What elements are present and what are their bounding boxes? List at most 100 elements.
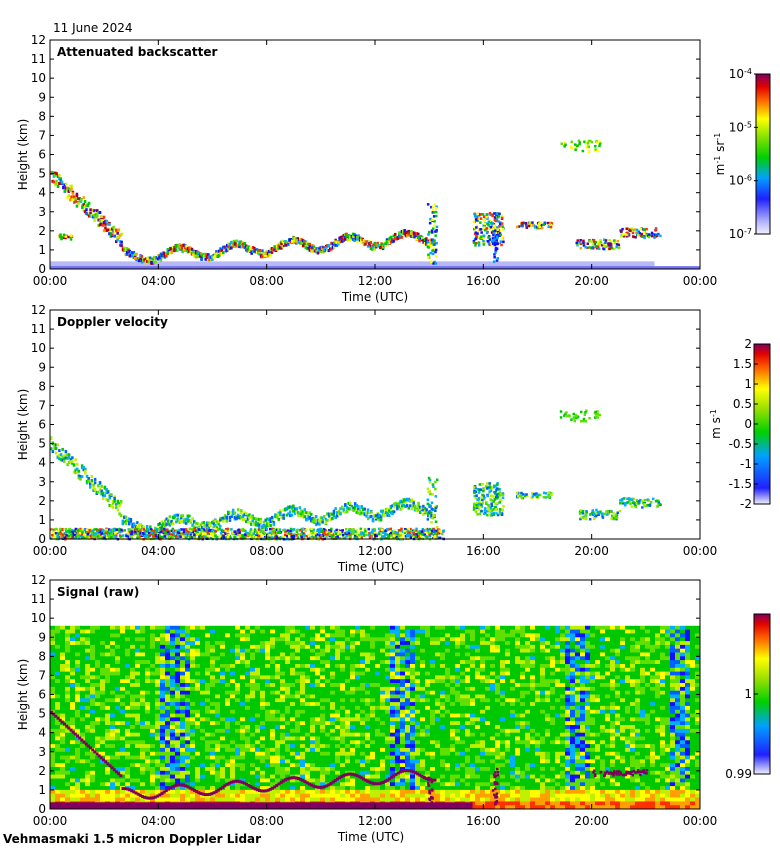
signal-cell	[65, 630, 70, 634]
velocity-elevated-cloud	[595, 413, 598, 416]
backscatter-plume	[485, 216, 488, 219]
velocity-x-tick-label: 04:00	[141, 544, 176, 558]
signal-cell	[60, 763, 65, 767]
velocity-boundary-layer	[110, 529, 113, 532]
signal-cell	[60, 710, 65, 714]
signal-cell	[130, 656, 135, 660]
backscatter-cloud-patch	[636, 229, 639, 232]
velocity-boundary-layer	[93, 533, 96, 536]
backscatter-cloud-cell	[76, 193, 79, 196]
backscatter-plume	[486, 232, 489, 235]
backscatter-colorbar-ticks: 10-410-510-610-7	[729, 67, 758, 242]
signal-cell	[90, 649, 95, 653]
signal-cell	[110, 729, 115, 733]
velocity-colorbar-tick-label: 2	[744, 337, 752, 351]
signal-cell	[65, 706, 70, 710]
signal-cell	[95, 664, 100, 668]
velocity-plume	[475, 504, 478, 507]
signal-cell	[55, 756, 60, 760]
signal-cell	[110, 626, 115, 630]
signal-cell	[100, 656, 105, 660]
velocity-cloud-cell	[227, 511, 230, 514]
signal-cell	[90, 664, 95, 668]
signal-cell	[120, 695, 125, 699]
velocity-boundary-layer	[114, 535, 117, 538]
signal-cell	[115, 790, 120, 794]
signal-cell	[80, 794, 85, 798]
backscatter-x-tick-label: 16:00	[466, 274, 501, 288]
signal-cell	[130, 710, 135, 714]
signal-cell	[105, 702, 110, 706]
velocity-boundary-layer	[421, 533, 424, 536]
signal-cell	[125, 641, 130, 645]
signal-cell	[75, 683, 80, 687]
signal-cell	[140, 775, 145, 779]
velocity-plume	[481, 494, 484, 497]
signal-cell	[70, 794, 75, 798]
velocity-boundary-layer	[57, 532, 60, 535]
backscatter-plume	[480, 217, 483, 220]
signal-cell	[100, 687, 105, 691]
backscatter-colorbar-tick-exponent: -4	[744, 67, 752, 76]
velocity-boundary-layer	[155, 531, 158, 534]
signal-cell	[60, 630, 65, 634]
signal-cell	[130, 752, 135, 756]
velocity-cloud-cell	[299, 506, 302, 509]
signal-cell	[85, 668, 90, 672]
velocity-plume	[432, 486, 435, 489]
signal-cell	[95, 679, 100, 683]
signal-cell	[145, 740, 150, 744]
signal-cell	[105, 775, 110, 779]
velocity-plume	[435, 521, 438, 524]
signal-cell	[85, 714, 90, 718]
signal-cell	[120, 626, 125, 630]
velocity-cloud-cell	[102, 497, 105, 500]
signal-cell	[85, 637, 90, 641]
signal-cell	[80, 733, 85, 737]
signal-cell	[60, 653, 65, 657]
signal-cell	[85, 672, 90, 676]
velocity-cloud-cell	[323, 515, 326, 518]
signal-cell	[115, 714, 120, 718]
signal-cell	[90, 779, 95, 783]
backscatter-plume	[501, 236, 504, 239]
signal-cell	[115, 672, 120, 676]
velocity-boundary-layer	[440, 531, 443, 534]
signal-cell	[125, 740, 130, 744]
signal-cell	[140, 626, 145, 630]
velocity-boundary-layer	[107, 531, 110, 534]
signal-cell	[110, 714, 115, 718]
backscatter-cloud-patch	[538, 223, 541, 226]
velocity-colorbar-unit: m s-1	[709, 409, 724, 439]
velocity-boundary-layer	[124, 529, 127, 532]
velocity-boundary-layer	[210, 533, 213, 536]
signal-cell	[55, 740, 60, 744]
signal-cell	[65, 759, 70, 763]
signal-cell	[135, 752, 140, 756]
velocity-cloud-patch	[617, 512, 620, 515]
velocity-boundary-layer	[312, 534, 315, 537]
velocity-boundary-layer	[104, 534, 107, 537]
signal-cell	[135, 641, 140, 645]
signal-cell	[105, 698, 110, 702]
backscatter-y-tick-label: 2	[38, 224, 46, 238]
velocity-boundary-layer	[65, 528, 68, 531]
signal-cell	[55, 786, 60, 790]
signal-cell	[105, 767, 110, 771]
signal-cell	[85, 698, 90, 702]
backscatter-plume	[476, 215, 479, 218]
velocity-boundary-layer	[219, 535, 222, 538]
backscatter-plume	[497, 242, 500, 245]
signal-cell	[140, 633, 145, 637]
signal-cell	[65, 786, 70, 790]
velocity-cloud-cell	[120, 514, 123, 517]
velocity-cloud-cell	[339, 512, 342, 515]
velocity-boundary-layer	[204, 533, 207, 536]
velocity-elevated-cloud	[585, 420, 588, 423]
backscatter-plume	[475, 235, 478, 238]
signal-cell	[125, 725, 130, 729]
backscatter-cloud-cell	[69, 198, 72, 201]
signal-cell	[55, 649, 60, 653]
signal-cell	[85, 725, 90, 729]
signal-cell	[70, 775, 75, 779]
